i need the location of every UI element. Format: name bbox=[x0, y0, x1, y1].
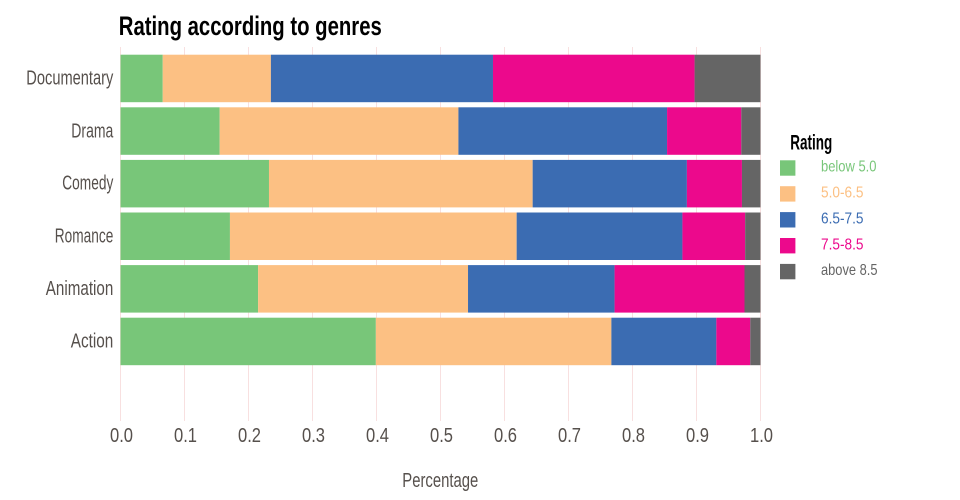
svg-text:Animation: Animation bbox=[46, 278, 114, 300]
svg-text:Comedy: Comedy bbox=[62, 172, 113, 194]
svg-text:0.0: 0.0 bbox=[110, 425, 133, 447]
svg-text:0.1: 0.1 bbox=[174, 425, 197, 447]
svg-text:Rating according to genres: Rating according to genres bbox=[119, 11, 382, 41]
svg-text:Romance: Romance bbox=[55, 226, 114, 248]
svg-text:Rating: Rating bbox=[790, 132, 832, 155]
svg-text:below 5.0: below 5.0 bbox=[821, 159, 877, 176]
svg-text:0.9: 0.9 bbox=[686, 425, 709, 447]
svg-text:1.0: 1.0 bbox=[750, 425, 773, 447]
svg-text:0.8: 0.8 bbox=[622, 425, 645, 447]
svg-text:Drama: Drama bbox=[71, 121, 114, 143]
svg-text:6.5-7.5: 6.5-7.5 bbox=[821, 210, 864, 227]
svg-text:0.7: 0.7 bbox=[558, 425, 581, 447]
svg-text:7.5-8.5: 7.5-8.5 bbox=[821, 236, 864, 253]
svg-text:0.6: 0.6 bbox=[494, 425, 517, 447]
svg-text:0.2: 0.2 bbox=[238, 425, 261, 447]
svg-text:0.4: 0.4 bbox=[366, 425, 389, 447]
svg-text:above 8.5: above 8.5 bbox=[821, 262, 878, 279]
svg-text:0.5: 0.5 bbox=[430, 425, 453, 447]
svg-text:Documentary: Documentary bbox=[26, 68, 113, 90]
svg-text:5.0-6.5: 5.0-6.5 bbox=[821, 185, 864, 202]
svg-text:Percentage: Percentage bbox=[402, 470, 478, 492]
svg-text:0.3: 0.3 bbox=[302, 425, 325, 447]
svg-text:Action: Action bbox=[71, 331, 114, 353]
